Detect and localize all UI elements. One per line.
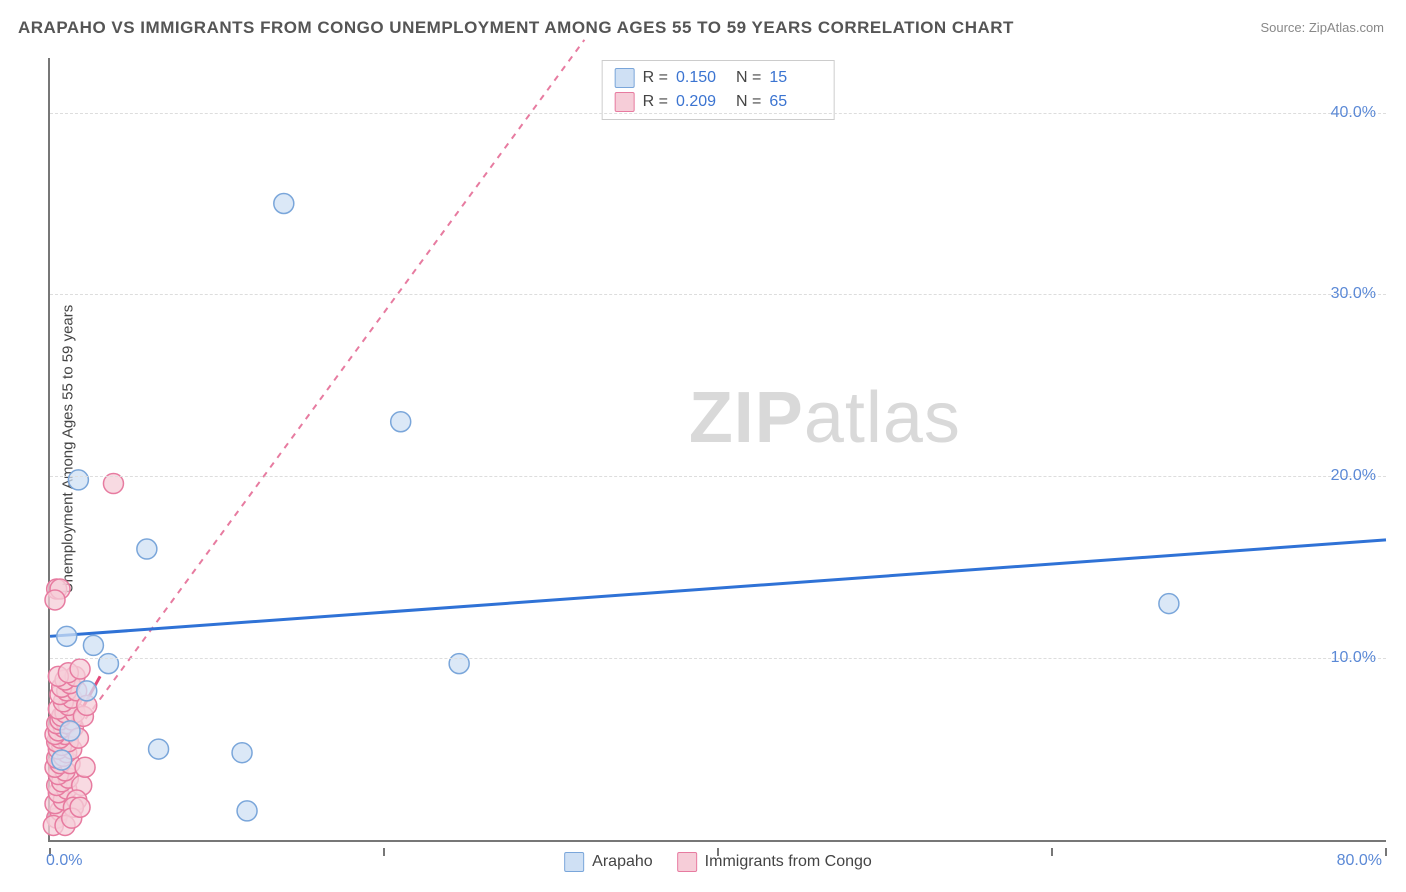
data-point xyxy=(45,590,65,610)
data-point xyxy=(149,739,169,759)
gridline xyxy=(50,658,1386,659)
y-tick-label: 30.0% xyxy=(1331,285,1376,303)
data-point xyxy=(75,757,95,777)
data-point xyxy=(449,654,469,674)
data-point xyxy=(274,193,294,213)
data-point xyxy=(137,539,157,559)
data-point xyxy=(60,721,80,741)
gridline xyxy=(50,113,1386,114)
data-point xyxy=(1159,594,1179,614)
x-tick xyxy=(1385,848,1387,856)
y-tick-label: 10.0% xyxy=(1331,649,1376,667)
x-tick xyxy=(717,848,719,856)
legend-swatch-icon xyxy=(564,852,584,872)
chart-title: ARAPAHO VS IMMIGRANTS FROM CONGO UNEMPLO… xyxy=(18,18,1014,38)
x-tick-label: 0.0% xyxy=(46,852,82,870)
data-point xyxy=(52,750,72,770)
data-point xyxy=(391,412,411,432)
data-point xyxy=(57,626,77,646)
gridline xyxy=(50,476,1386,477)
x-tick-label: 80.0% xyxy=(1337,852,1382,870)
y-tick-label: 40.0% xyxy=(1331,104,1376,122)
legend-item-label: Arapaho xyxy=(592,853,653,871)
legend-swatch-icon xyxy=(677,852,697,872)
legend-item-label: Immigrants from Congo xyxy=(705,853,872,871)
data-point xyxy=(70,659,90,679)
source-label: Source: ZipAtlas.com xyxy=(1260,20,1384,35)
legend-item: Arapaho xyxy=(564,852,653,872)
x-tick xyxy=(383,848,385,856)
data-point xyxy=(70,797,90,817)
data-point xyxy=(83,635,103,655)
data-point xyxy=(232,743,252,763)
y-tick-label: 20.0% xyxy=(1331,467,1376,485)
chart-plot-area: Unemployment Among Ages 55 to 59 years Z… xyxy=(48,58,1386,842)
data-point xyxy=(77,681,97,701)
x-tick xyxy=(1051,848,1053,856)
data-point xyxy=(98,654,118,674)
legend-item: Immigrants from Congo xyxy=(677,852,872,872)
data-point xyxy=(68,470,88,490)
trend-line xyxy=(50,540,1386,636)
data-point xyxy=(237,801,257,821)
chart-svg xyxy=(50,58,1386,840)
gridline xyxy=(50,294,1386,295)
